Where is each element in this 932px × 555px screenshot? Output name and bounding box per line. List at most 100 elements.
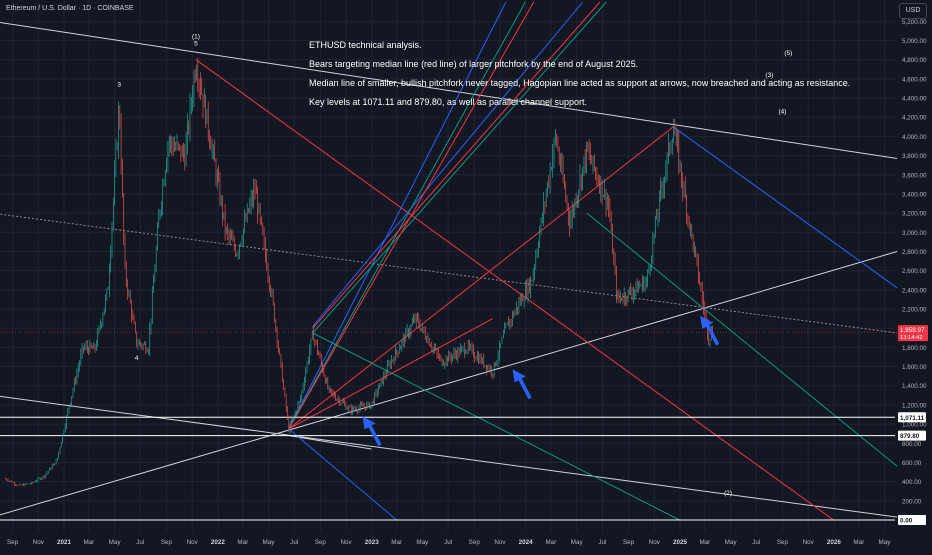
y-tick-label: 1,000.00 <box>902 422 927 429</box>
y-tick-label: 4,400.00 <box>902 96 927 103</box>
trend-line-white <box>0 395 898 518</box>
wave-label: 5 <box>194 40 198 47</box>
trend-line-red <box>195 59 834 521</box>
trend-line-blue <box>672 126 898 289</box>
y-tick-label: 1,800.00 <box>902 345 927 352</box>
x-tick-label: May <box>571 539 584 546</box>
level-tag-bg <box>898 515 926 525</box>
x-tick-label: Jul <box>752 539 760 546</box>
y-tick-label: 600.00 <box>902 460 922 467</box>
trend-line-white <box>0 251 898 516</box>
trend-line-blue <box>288 428 397 521</box>
x-tick-label: Jul <box>136 539 144 546</box>
level-tag-bg <box>898 430 926 441</box>
level-tag: 879.80 <box>900 433 920 440</box>
y-tick-label: 1,600.00 <box>902 364 927 371</box>
support-arrow-icon <box>362 416 382 447</box>
y-tick-label: 1,200.00 <box>902 402 927 409</box>
y-tick-label: 1,400.00 <box>902 383 927 390</box>
y-tick-label: 4,600.00 <box>902 76 927 83</box>
x-tick-label: 2026 <box>827 539 842 546</box>
y-tick-label: 400.00 <box>902 479 922 486</box>
trend-line-green <box>312 1 607 334</box>
currency-button[interactable]: USD <box>899 3 927 19</box>
trend-line-red <box>288 318 494 430</box>
y-tick-label: 3,000.00 <box>902 230 927 237</box>
y-tick-label: 4,200.00 <box>902 115 927 122</box>
x-tick-label: Mar <box>83 539 94 546</box>
x-tick-label: Nov <box>33 539 45 546</box>
x-tick-label: Nov <box>187 539 199 546</box>
trend-line-green <box>288 1 526 430</box>
level-tag: 1,071.11 <box>900 415 925 422</box>
x-tick-label: Sep <box>161 539 173 546</box>
support-arrow-icon <box>700 315 720 346</box>
x-tick-label: Jul <box>444 539 452 546</box>
current-price-tag: 1,958.97 <box>900 327 925 334</box>
y-tick-label: 4,000.00 <box>902 134 927 141</box>
y-tick-label: 2,600.00 <box>902 268 927 275</box>
x-tick-label: May <box>109 539 122 546</box>
note-line-2: Bears targeting median line (red line) o… <box>309 59 639 69</box>
trend-line-green <box>586 212 898 467</box>
x-tick-label: May <box>263 539 276 546</box>
y-tick-label: 2,200.00 <box>902 307 927 314</box>
x-tick-label: Sep <box>7 539 19 546</box>
x-tick-label: 2025 <box>673 539 688 546</box>
x-tick-label: May <box>416 539 429 546</box>
wave-label: (1) <box>192 34 200 41</box>
x-tick-label: 2021 <box>57 539 72 546</box>
trend-line-blue <box>312 1 583 327</box>
note-line-4: Key levels at 1071.11 and 879.80, as wel… <box>309 97 588 107</box>
y-tick-label: 800.00 <box>902 441 922 448</box>
wave-label: (4) <box>778 108 786 115</box>
x-tick-label: Nov <box>649 539 661 546</box>
trend-line-blue <box>288 1 507 430</box>
wave-label: (2) <box>724 490 732 497</box>
x-tick-label: Sep <box>777 539 789 546</box>
wave-label: (3) <box>765 72 773 79</box>
x-tick-label: 2023 <box>365 539 380 546</box>
y-tick-label: 3,200.00 <box>902 211 927 218</box>
x-tick-label: Jul <box>598 539 606 546</box>
x-tick-label: Mar <box>391 539 402 546</box>
x-tick-label: Sep <box>623 539 635 546</box>
chart-title: Ethereum / U.S. Dollar · 1D · COINBASE <box>6 5 134 12</box>
note-line-1: ETHUSD technical analysis. <box>309 40 422 50</box>
trend-line-green <box>312 332 680 521</box>
x-tick-label: 2024 <box>519 539 534 546</box>
x-tick-label: Jul <box>290 539 298 546</box>
trend-line-red <box>312 1 601 329</box>
trend-line-red <box>288 126 674 430</box>
level-tag-bg <box>898 412 926 423</box>
wave-label: 3 <box>117 82 121 89</box>
x-tick-label: Nov <box>340 539 352 546</box>
level-tag: 0.00 <box>900 518 913 525</box>
current-price-tag-bg <box>898 325 928 342</box>
support-arrow-icon <box>512 369 532 400</box>
note-line-3: Median line of smaller, bullish pitchfor… <box>309 78 851 88</box>
trend-line-white_dashed <box>0 213 898 334</box>
y-tick-label: 3,400.00 <box>902 191 927 198</box>
x-tick-label: May <box>725 539 738 546</box>
x-tick-label: Sep <box>469 539 481 546</box>
x-tick-label: Nov <box>803 539 815 546</box>
x-tick-label: Sep <box>315 539 327 546</box>
y-tick-label: 2,800.00 <box>902 249 927 256</box>
trend-line-white <box>288 435 372 450</box>
x-tick-label: May <box>879 539 892 546</box>
x-tick-label: Nov <box>494 539 506 546</box>
y-tick-label: 4,800.00 <box>902 57 927 64</box>
x-tick-label: Mar <box>699 539 710 546</box>
y-tick-label: 3,800.00 <box>902 153 927 160</box>
x-tick-label: Mar <box>853 539 864 546</box>
x-tick-label: Mar <box>546 539 557 546</box>
x-tick-label: Mar <box>237 539 248 546</box>
y-tick-label: 2,400.00 <box>902 287 927 294</box>
x-tick-label: 2022 <box>211 539 226 546</box>
y-tick-label: 200.00 <box>902 498 922 505</box>
y-tick-label: 5,200.00 <box>902 19 927 26</box>
y-tick-label: 5,000.00 <box>902 38 927 45</box>
